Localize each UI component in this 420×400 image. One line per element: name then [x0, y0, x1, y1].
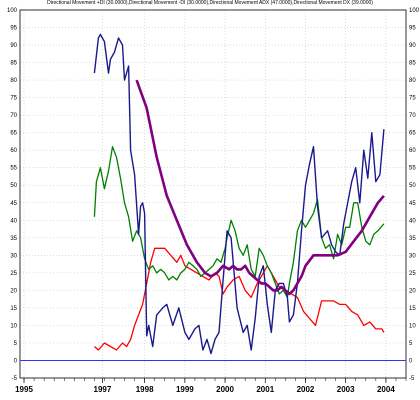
y-tick-label-right: 75: [409, 96, 416, 102]
gridlines: [20, 9, 406, 379]
y-tick-label-right: 90: [409, 43, 416, 49]
x-tick-label: 1999: [176, 385, 194, 394]
y-tick-label-right: 100: [409, 8, 420, 14]
y-tick-label-left: 95: [10, 26, 17, 32]
y-tick-label-left: 65: [10, 131, 17, 137]
chart-title: Directional Movement +DI (30.0000),Direc…: [47, 0, 373, 6]
y-tick-label-right: 10: [409, 323, 416, 329]
y-tick-label-left: 5: [14, 341, 18, 347]
y-tick-label-left: 10: [10, 323, 17, 329]
y-tick-label-left: 20: [10, 288, 17, 294]
y-tick-label-right: 30: [409, 253, 416, 259]
y-tick-label-right: 50: [409, 183, 416, 189]
x-tick-label: 1995: [15, 385, 33, 394]
y-tick-label-left: 0: [14, 358, 18, 364]
y-tick-label-left: -5: [12, 376, 18, 382]
y-tick-label-left: 80: [10, 78, 17, 84]
y-tick-label-left: 35: [10, 236, 17, 242]
y-tick-label-left: 75: [10, 96, 17, 102]
x-tick-label: 2000: [216, 385, 234, 394]
x-tick-label: 1998: [136, 385, 154, 394]
y-tick-label-right: 85: [409, 61, 416, 67]
minus-di-line: [93, 247, 385, 351]
x-tick-label: 2004: [377, 385, 395, 394]
x-tick-label: 2001: [256, 385, 274, 394]
y-tick-label-right: 95: [409, 26, 416, 32]
y-tick-label-left: 90: [10, 43, 17, 49]
y-tick-label-right: 5: [409, 341, 413, 347]
y-tick-label-left: 30: [10, 253, 17, 259]
y-tick-label-left: 40: [10, 218, 17, 224]
plus-di-line: [93, 33, 385, 355]
y-tick-label-right: 35: [409, 236, 416, 242]
y-tick-label-left: 100: [7, 8, 18, 14]
x-tick-label: 2002: [297, 385, 315, 394]
axes: [19, 9, 407, 383]
x-tick-label: 1997: [94, 385, 112, 394]
y-tick-label-right: 55: [409, 166, 416, 172]
adx-line: [135, 79, 385, 296]
y-tick-label-right: 25: [409, 271, 416, 277]
y-tick-label-right: 15: [409, 306, 416, 312]
x-tick-label: 2003: [337, 385, 355, 394]
y-tick-label-left: 85: [10, 61, 17, 67]
y-tick-label-right: 80: [409, 78, 416, 84]
y-tick-label-right: 60: [409, 148, 416, 154]
y-tick-label-right: 70: [409, 113, 416, 119]
y-tick-label-right: 0: [409, 358, 413, 364]
y-tick-label-right: 65: [409, 131, 416, 137]
y-tick-label-right: -5: [409, 376, 415, 382]
y-tick-label-right: 45: [409, 201, 416, 207]
y-tick-label-left: 50: [10, 183, 17, 189]
y-tick-label-left: 45: [10, 201, 17, 207]
y-tick-label-left: 15: [10, 306, 17, 312]
series-lines: [93, 33, 385, 355]
plot-frame: [19, 9, 407, 379]
y-tick-label-left: 55: [10, 166, 17, 172]
y-tick-label-left: 70: [10, 113, 17, 119]
y-tick-label-right: 40: [409, 218, 416, 224]
y-tick-label-left: 60: [10, 148, 17, 154]
y-tick-label-right: 20: [409, 288, 416, 294]
y-tick-label-left: 25: [10, 271, 17, 277]
